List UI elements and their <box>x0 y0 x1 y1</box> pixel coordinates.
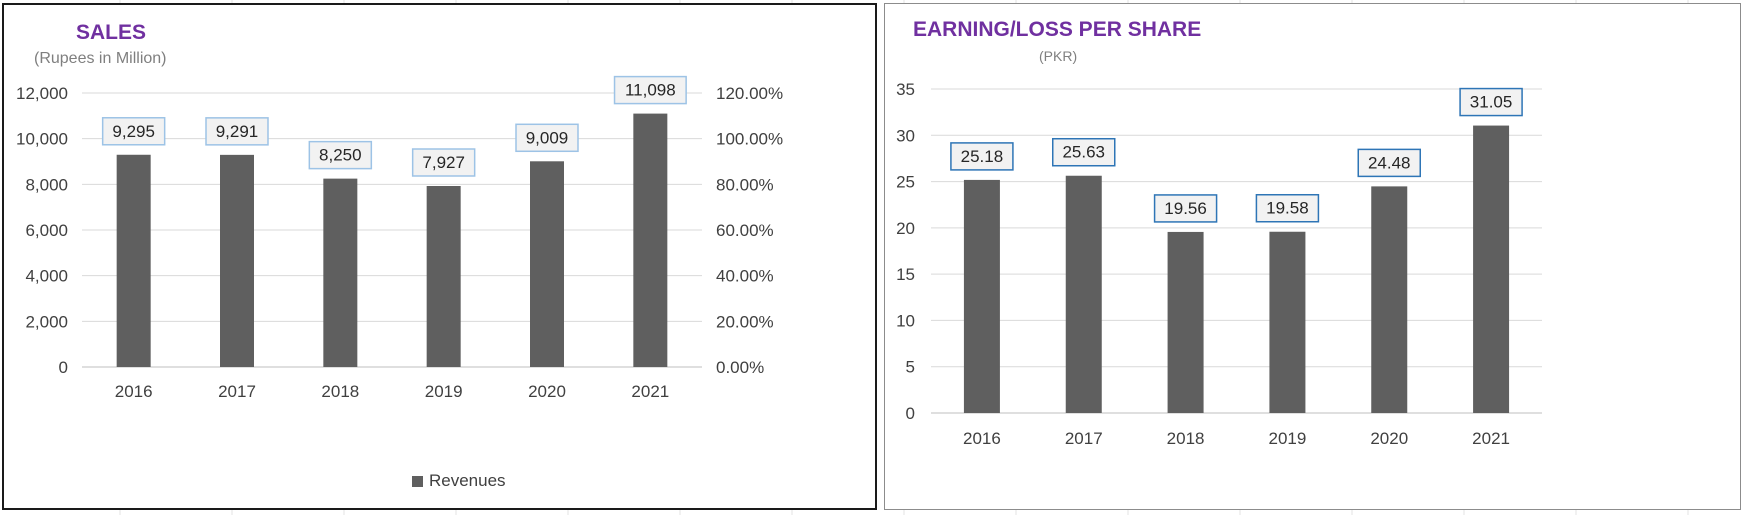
eps-y-tick-label: 15 <box>896 265 915 284</box>
eps-y-tick-label: 0 <box>906 404 915 423</box>
eps-data-label-box <box>1052 137 1116 167</box>
sales-y-tick-label: 6,000 <box>25 221 68 240</box>
eps-bar-2020[interactable] <box>1371 186 1408 413</box>
sales-data-label-box <box>411 148 476 177</box>
sales-y-tick-label: 4,000 <box>25 267 68 286</box>
sales-y2-tick-label: 100.00% <box>716 130 783 149</box>
eps-bar-2016[interactable] <box>963 179 1000 413</box>
sales-y-tick-label: 10,000 <box>16 130 68 149</box>
eps-data-label: 19.58 <box>1266 199 1309 218</box>
eps-x-tick-label: 2017 <box>1065 429 1103 448</box>
sales-data-label-box <box>205 117 269 146</box>
sales-y2-tick-label: 80.00% <box>716 175 774 194</box>
eps-data-label: 31.05 <box>1470 93 1513 112</box>
sales-data-label-box <box>308 140 373 170</box>
eps-x-tick-label: 2016 <box>963 429 1001 448</box>
eps-x-tick-label: 2019 <box>1269 429 1307 448</box>
sales-bar-2017[interactable] <box>220 154 254 367</box>
eps-y-tick-label: 20 <box>896 219 915 238</box>
sales-y2-tick-label: 40.00% <box>716 267 774 286</box>
eps-chart-panel[interactable]: EARNING/LOSS PER SHARE (PKR) 0 5 10 15 20 25 3… <box>884 3 1741 510</box>
eps-data-label: 24.48 <box>1368 153 1411 172</box>
sales-data-label-box <box>613 75 687 105</box>
eps-x-tick-label: 2021 <box>1472 429 1510 448</box>
legend-swatch-revenues <box>412 475 423 487</box>
eps-bar-2017[interactable] <box>1065 175 1102 413</box>
sales-y-tick-label: 8,000 <box>25 175 68 194</box>
eps-bar-2019[interactable] <box>1269 231 1306 413</box>
eps-x-tick-label: 2018 <box>1167 429 1205 448</box>
eps-data-label-box <box>950 142 1014 171</box>
sales-y-tick-label: 12,000 <box>16 84 68 103</box>
eps-y-tick-label: 35 <box>896 80 915 99</box>
sales-bar-2021[interactable] <box>633 113 668 367</box>
sales-x-tick-label: 2021 <box>631 382 669 401</box>
sales-y2-tick-label: 60.00% <box>716 221 774 240</box>
sales-y2-tick-label: 20.00% <box>716 312 774 331</box>
eps-bar-2018[interactable] <box>1167 231 1204 413</box>
sales-x-tick-label: 2018 <box>321 382 359 401</box>
sales-data-label: 8,250 <box>319 146 362 165</box>
eps-data-label: 25.63 <box>1062 143 1105 162</box>
sales-data-label-box <box>515 123 579 153</box>
sales-legend: Revenues <box>412 471 506 491</box>
sales-bar-2016[interactable] <box>116 154 151 367</box>
sales-chart-title: SALES <box>76 21 147 44</box>
sales-chart-subtitle: (Rupees in Million) <box>34 50 167 67</box>
eps-bar-2021[interactable] <box>1473 125 1510 414</box>
sales-plot-area: 0 2,000 4,000 6,000 8,000 10,000 12,000 0.00% 20… <box>16 75 783 401</box>
eps-data-label-box <box>1153 194 1218 223</box>
eps-y-tick-label: 10 <box>896 311 915 330</box>
eps-x-tick-label: 2020 <box>1370 429 1408 448</box>
sales-bar-2018[interactable] <box>323 178 358 367</box>
sales-data-label-box <box>101 117 166 146</box>
eps-data-label: 19.56 <box>1164 199 1207 218</box>
eps-y-tick-label: 25 <box>896 173 915 192</box>
legend-label-revenues: Revenues <box>429 471 506 490</box>
eps-data-label-box <box>1255 193 1320 223</box>
sales-y2-tick-label: 0.00% <box>716 358 764 377</box>
sales-x-tick-label: 2020 <box>528 382 566 401</box>
sales-data-label: 11,098 <box>625 81 676 100</box>
sales-bar-2020[interactable] <box>530 161 564 367</box>
eps-data-label-box <box>1357 148 1421 178</box>
eps-data-label: 25.18 <box>961 147 1004 166</box>
sales-data-label: 9,009 <box>526 128 569 147</box>
sales-y-tick-label: 0 <box>59 358 68 377</box>
sales-y-tick-label: 2,000 <box>25 312 68 331</box>
eps-chart-subtitle: (PKR) <box>1039 48 1078 64</box>
eps-chart-title: EARNING/LOSS PER SHARE <box>913 18 1202 41</box>
sales-x-tick-label: 2016 <box>115 382 153 401</box>
sales-x-tick-label: 2019 <box>425 382 463 401</box>
sales-bar-2019[interactable] <box>426 186 461 367</box>
sales-data-label: 9,295 <box>112 122 155 141</box>
sales-data-label: 9,291 <box>216 122 259 141</box>
eps-plot-area: 0 5 10 15 20 25 30 35 2016 25.18 2017 25.63 2018 19.5… <box>896 80 1542 448</box>
sales-y2-tick-label: 120.00% <box>716 84 783 103</box>
sales-x-tick-label: 2017 <box>218 382 256 401</box>
eps-y-tick-label: 30 <box>896 126 915 145</box>
eps-y-tick-label: 5 <box>906 358 915 377</box>
eps-data-label-box <box>1459 87 1523 117</box>
sales-chart-panel[interactable]: SALES (Rupees in Million) 0 2,000 4,000 6,0… <box>2 3 877 510</box>
sales-data-label: 7,927 <box>422 153 465 172</box>
